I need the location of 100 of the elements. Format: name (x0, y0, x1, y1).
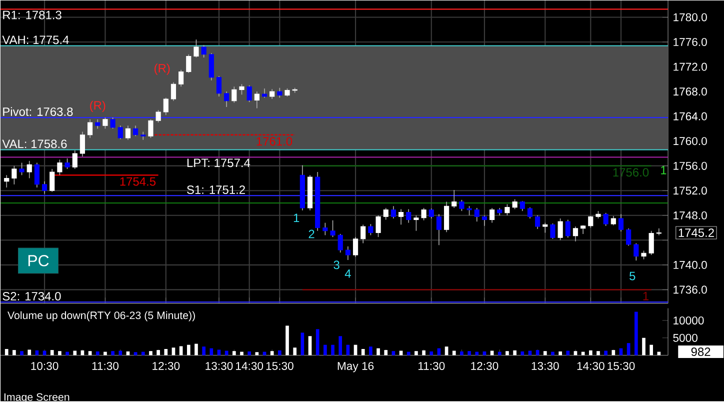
bar (634, 312, 638, 356)
bar (88, 351, 92, 356)
bar (141, 352, 145, 356)
candlestick (634, 242, 639, 262)
bar (194, 344, 198, 356)
candlestick (414, 215, 419, 232)
candlestick (436, 214, 442, 246)
bar (392, 351, 396, 356)
candlestick (254, 91, 260, 109)
annotation: 1 (294, 214, 300, 222)
candlestick (345, 246, 350, 260)
candlestick (64, 158, 70, 170)
bar (414, 351, 418, 356)
bar (179, 346, 183, 356)
bar (156, 350, 160, 356)
candlestick (482, 215, 488, 226)
candlestick (558, 218, 563, 241)
candlestick (148, 119, 154, 138)
candlestick (626, 228, 632, 246)
bar (270, 351, 274, 356)
bar (406, 352, 410, 356)
x-tick-label: 11:30 (92, 362, 119, 370)
y-tick-label: 1740.0 (674, 260, 707, 269)
x-tick-label: 15:30 (608, 362, 635, 370)
candlestick (118, 125, 123, 140)
candlestick (542, 222, 548, 234)
candlestick (383, 208, 388, 220)
candlestick (170, 82, 176, 102)
bar (12, 350, 16, 356)
ref-line-label: VAH: 1775.4 (2, 36, 69, 44)
bar (20, 351, 24, 356)
bar (300, 332, 304, 356)
x-tick-label: 12:30 (471, 362, 498, 370)
bar (308, 336, 312, 356)
bar (604, 350, 608, 356)
bar (468, 351, 471, 356)
candlestick (406, 208, 412, 224)
bar (376, 348, 380, 356)
candlestick (520, 200, 525, 212)
candlestick (588, 216, 594, 228)
candlestick (42, 180, 48, 194)
candlestick (459, 200, 464, 212)
candlestick (490, 208, 495, 224)
bar (202, 346, 206, 356)
candlestick (72, 150, 78, 170)
x-tick-label: 10:30 (31, 362, 58, 370)
candlestick (50, 168, 55, 192)
bar (42, 350, 46, 356)
candlestick (194, 39, 199, 58)
bar (324, 344, 327, 356)
candlestick (163, 97, 168, 116)
candlestick (390, 206, 396, 219)
y-tick-label: 1780.0 (674, 13, 707, 22)
candlestick (19, 162, 24, 176)
candlestick (322, 222, 328, 236)
candlestick (352, 236, 358, 258)
annotation: 2 (308, 230, 314, 238)
y-tick-label: 1776.0 (674, 38, 707, 46)
x-tick-label: 13:30 (532, 362, 559, 370)
bar (574, 351, 578, 356)
bar (240, 352, 244, 356)
bar (528, 350, 532, 356)
bar (619, 348, 623, 356)
annotation: PC (28, 255, 49, 266)
bar (134, 352, 138, 356)
bar (96, 351, 100, 356)
bar (248, 351, 251, 356)
candlestick (398, 208, 404, 226)
y-tick-label: 1760.0 (674, 137, 707, 146)
bar (4, 349, 8, 356)
y-tick-label: 1752.0 (674, 186, 707, 195)
annotation: (R) (154, 64, 170, 75)
bar (506, 351, 509, 356)
bar (612, 350, 616, 356)
candlestick (186, 54, 192, 74)
candlestick (224, 91, 230, 108)
bar (543, 351, 547, 356)
y-tick-label: 1772.0 (674, 62, 707, 71)
bar (369, 346, 372, 356)
y-tick-label: 1756.0 (674, 162, 707, 170)
candlestick (421, 208, 426, 221)
candlestick (208, 52, 214, 81)
bar (498, 352, 502, 356)
bar (422, 350, 426, 356)
candlestick (88, 119, 93, 138)
candlestick (102, 117, 108, 130)
bar (566, 350, 570, 356)
bar (490, 350, 494, 356)
candlestick (270, 88, 275, 100)
bar (444, 346, 448, 356)
bar (452, 350, 456, 356)
x-tick-label: 13:30 (206, 362, 233, 370)
candlestick (565, 219, 570, 238)
bar (650, 344, 654, 356)
candlestick (133, 125, 138, 137)
x-tick-label: May 16 (338, 362, 374, 372)
candlestick (80, 131, 86, 157)
text: 982 (691, 348, 710, 356)
candlestick (12, 165, 17, 185)
bar (354, 344, 358, 356)
